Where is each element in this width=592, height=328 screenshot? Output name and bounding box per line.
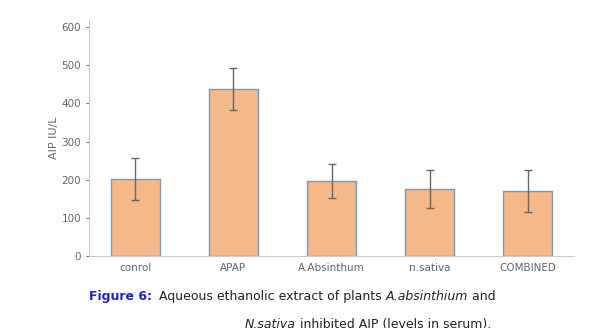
Text: and: and [468,290,496,303]
Text: N.sativa: N.sativa [245,318,296,328]
Bar [405,189,454,256]
Bar [307,181,356,256]
Text: Figure 6:: Figure 6: [89,290,152,303]
Bar [111,179,160,256]
Bar [209,90,258,256]
Text: inhibited AIP (levels in serum).: inhibited AIP (levels in serum). [296,318,491,328]
Text: Aqueous ethanolic extract of plants: Aqueous ethanolic extract of plants [155,290,385,303]
Y-axis label: AIP IU/L: AIP IU/L [49,116,59,159]
Bar [503,191,552,256]
Text: A.absinthium: A.absinthium [385,290,468,303]
